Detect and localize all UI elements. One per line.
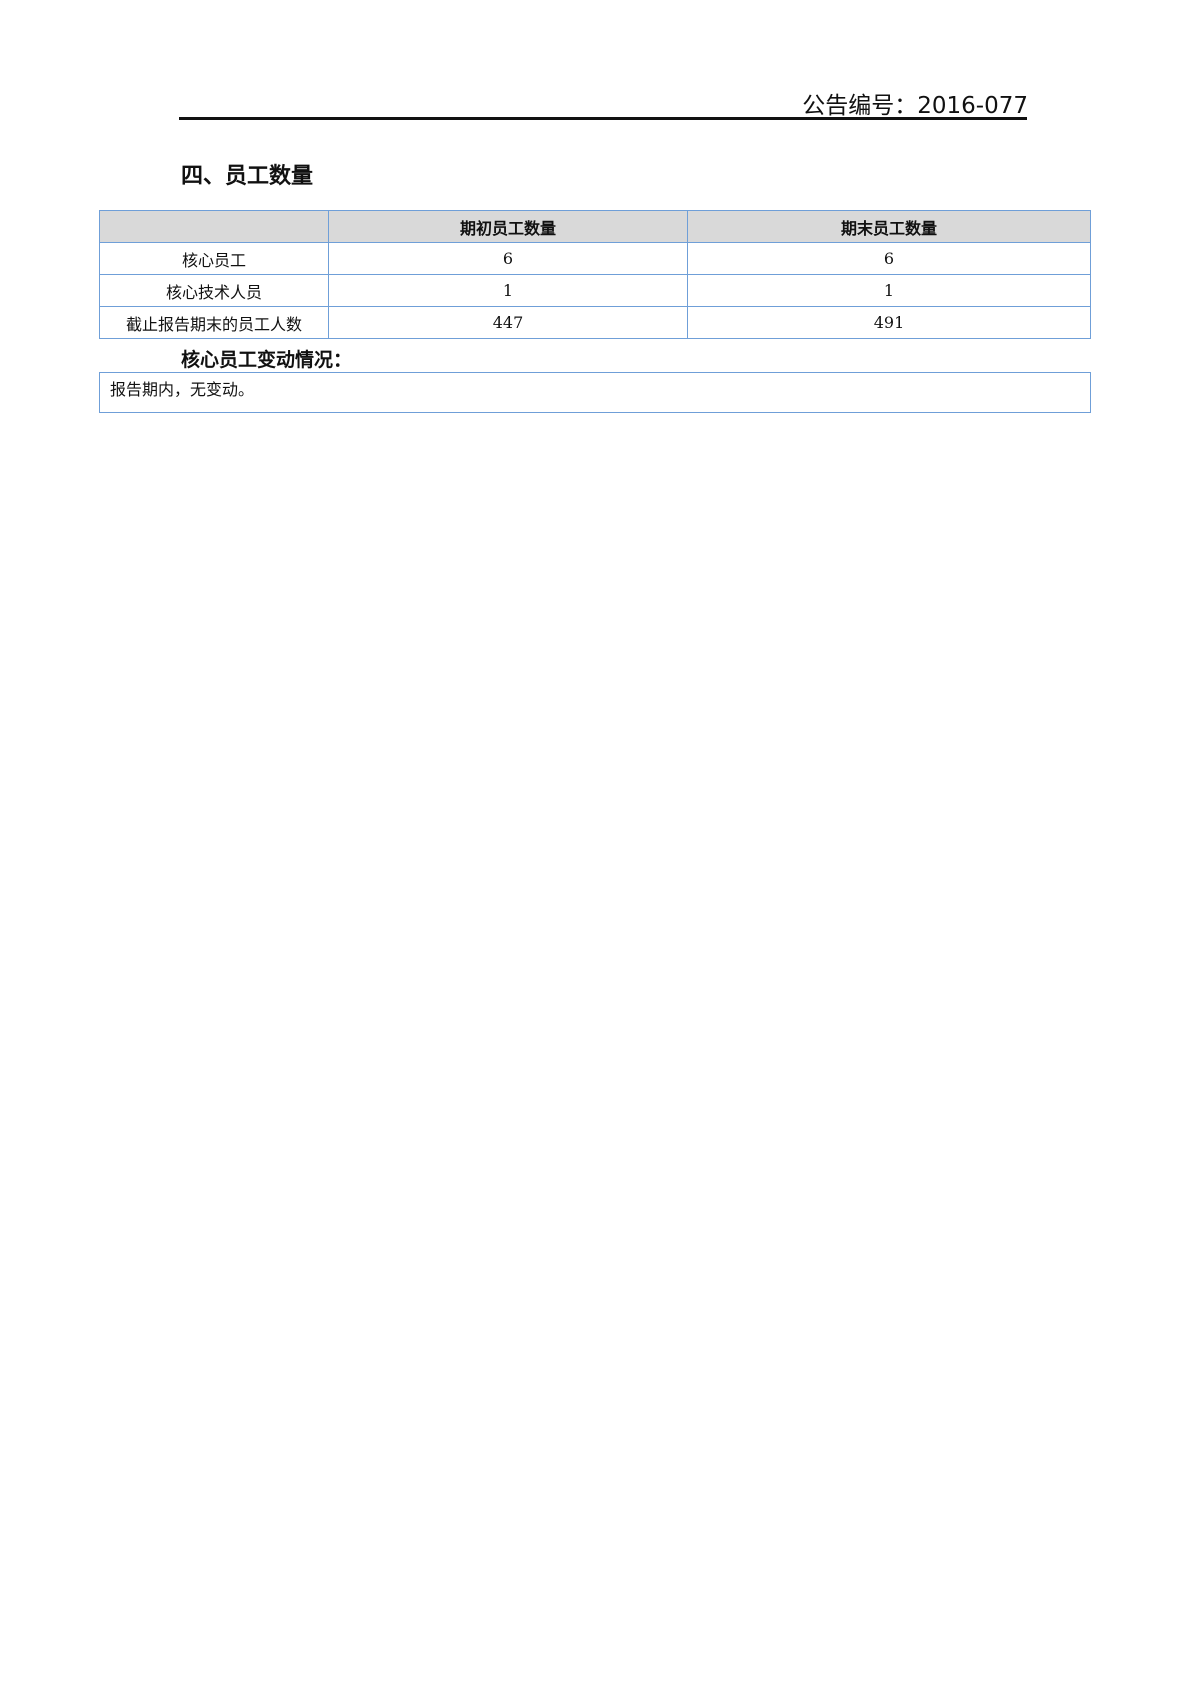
cell: 1	[328, 274, 688, 307]
header-divider	[179, 117, 1027, 120]
row-label: 核心员工	[99, 242, 329, 275]
cell: 6	[687, 242, 1091, 275]
row-label: 截止报告期末的员工人数	[99, 306, 329, 339]
column-header	[99, 210, 329, 243]
cell: 1	[687, 274, 1091, 307]
cell: 447	[328, 306, 688, 339]
row-label: 核心技术人员	[99, 274, 329, 307]
changes-title: 核心员工变动情况：	[181, 349, 353, 371]
column-header: 期末员工数量	[687, 210, 1091, 243]
cell: 6	[328, 242, 688, 275]
column-header: 期初员工数量	[328, 210, 688, 243]
table-row: 核心员工 6 6	[99, 242, 1091, 275]
cell: 491	[687, 306, 1091, 339]
section-title: 四、员工数量	[181, 164, 314, 189]
table-row: 截止报告期末的员工人数 447 491	[99, 306, 1091, 339]
announcement-number: 公告编号：2016-077	[802, 93, 1028, 119]
table-row: 核心技术人员 1 1	[99, 274, 1091, 307]
employee-count-table: 期初员工数量 期末员工数量 核心员工 6 6 核心技术人员 1 1 截止报告期末…	[99, 210, 1091, 339]
table-header-row: 期初员工数量 期末员工数量	[99, 210, 1091, 243]
changes-box: 报告期内，无变动。	[99, 372, 1091, 413]
